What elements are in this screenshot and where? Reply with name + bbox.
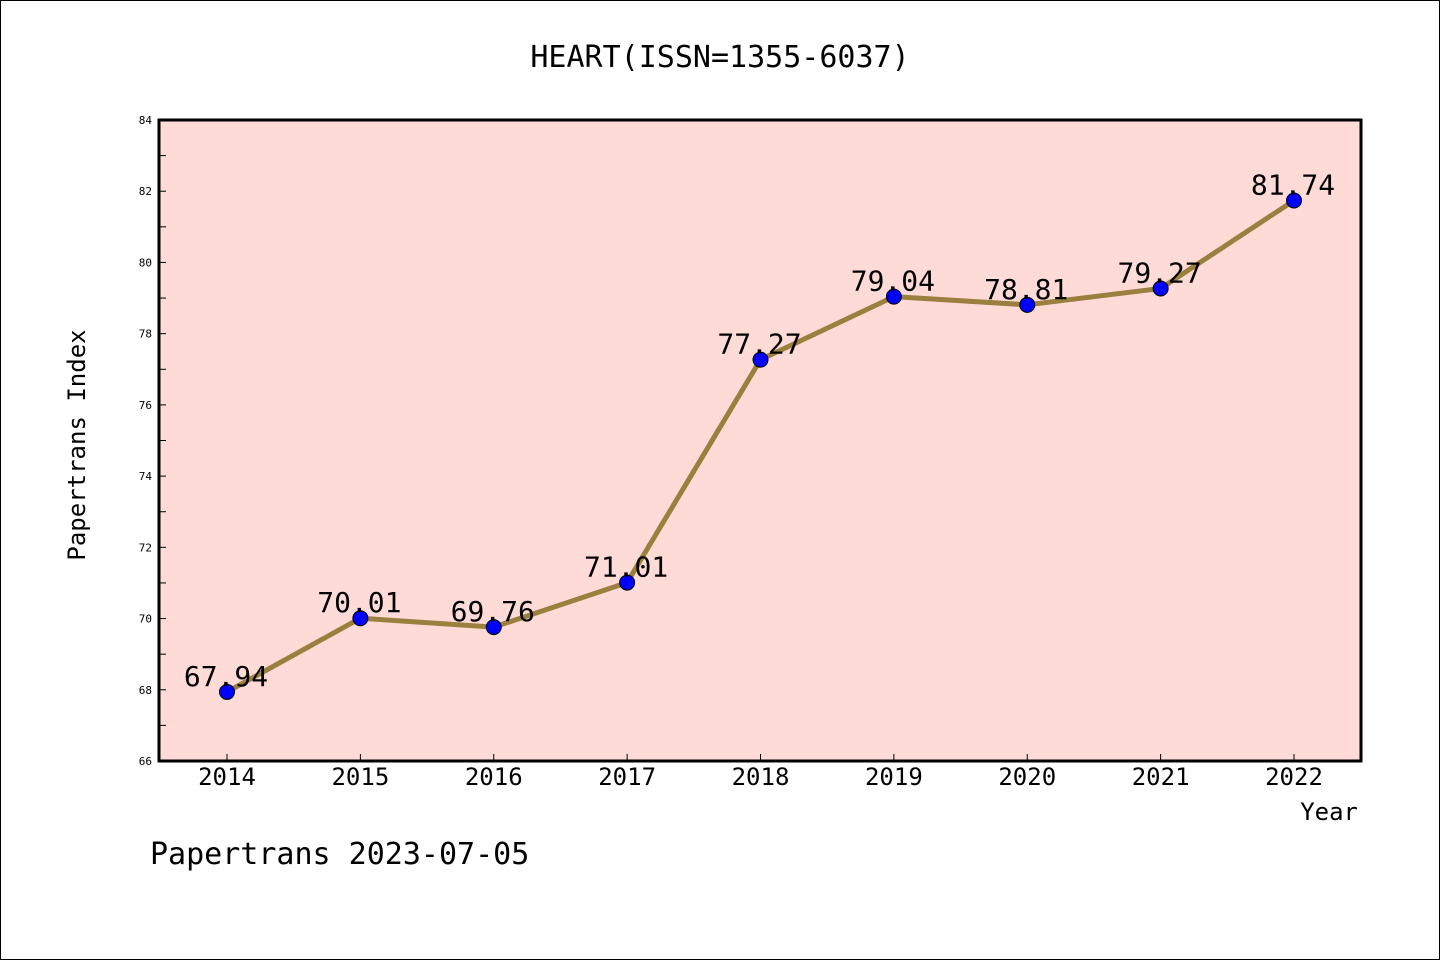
y-tick-label: 84 — [139, 114, 153, 127]
data-point — [752, 351, 769, 368]
data-label: 71.01 — [584, 551, 668, 584]
x-tick-label: 2014 — [198, 763, 256, 791]
footer-text: Papertrans 2023-07-05 — [150, 837, 529, 872]
data-label: 79.04 — [851, 265, 935, 298]
y-tick-label: 82 — [139, 185, 152, 198]
y-tick-label: 80 — [139, 256, 152, 269]
data-label: 67.94 — [184, 660, 268, 693]
x-tick-label: 2020 — [998, 763, 1056, 791]
y-tick-label: 68 — [139, 684, 152, 697]
data-label: 78.81 — [984, 273, 1068, 306]
y-axis-label: Papertrans Index — [63, 329, 91, 560]
data-point — [1286, 192, 1302, 209]
y-tick-label: 76 — [139, 399, 152, 412]
data-label: 77.27 — [717, 328, 801, 361]
data-label: 69.76 — [451, 595, 535, 628]
x-axis-ticks: 2014 2015 2016 2017 2018 2019 2020 2021 2022 — [198, 754, 1323, 791]
y-axis-ticks: 66 68 70 72 74 76 78 80 82 84 — [139, 114, 166, 768]
y-tick-label: 70 — [139, 613, 152, 626]
x-tick-label: 2017 — [598, 763, 656, 791]
data-label-group: 67.94 70.01 69.76 71.01 77.27 79.04 78.81 79.27… — [184, 168, 1335, 692]
y-tick-label: 72 — [139, 541, 152, 554]
y-tick-label: 74 — [139, 470, 153, 483]
y-tick-label: 66 — [139, 755, 152, 768]
x-axis-label: Year — [1300, 798, 1358, 826]
x-tick-label: 2016 — [465, 763, 523, 791]
y-tick-label: 78 — [139, 328, 152, 341]
data-point — [219, 683, 235, 700]
data-point — [885, 288, 902, 305]
data-point — [485, 619, 502, 636]
x-tick-label: 2022 — [1265, 763, 1323, 791]
x-tick-label: 2021 — [1132, 763, 1190, 791]
data-label: 81.74 — [1251, 168, 1335, 201]
data-point-group — [219, 192, 1302, 700]
x-tick-label: 2019 — [865, 763, 923, 791]
data-point — [352, 610, 369, 627]
plot-area — [157, 118, 1363, 763]
data-label: 79.27 — [1117, 256, 1201, 289]
x-tick-label: 2018 — [732, 763, 790, 791]
data-point — [1019, 296, 1036, 313]
data-point — [619, 574, 636, 591]
data-label: 70.01 — [317, 586, 401, 619]
x-tick-label: 2015 — [331, 763, 389, 791]
data-point — [1152, 280, 1169, 297]
chart-title: HEART(ISSN=1355-6037) — [530, 40, 909, 75]
